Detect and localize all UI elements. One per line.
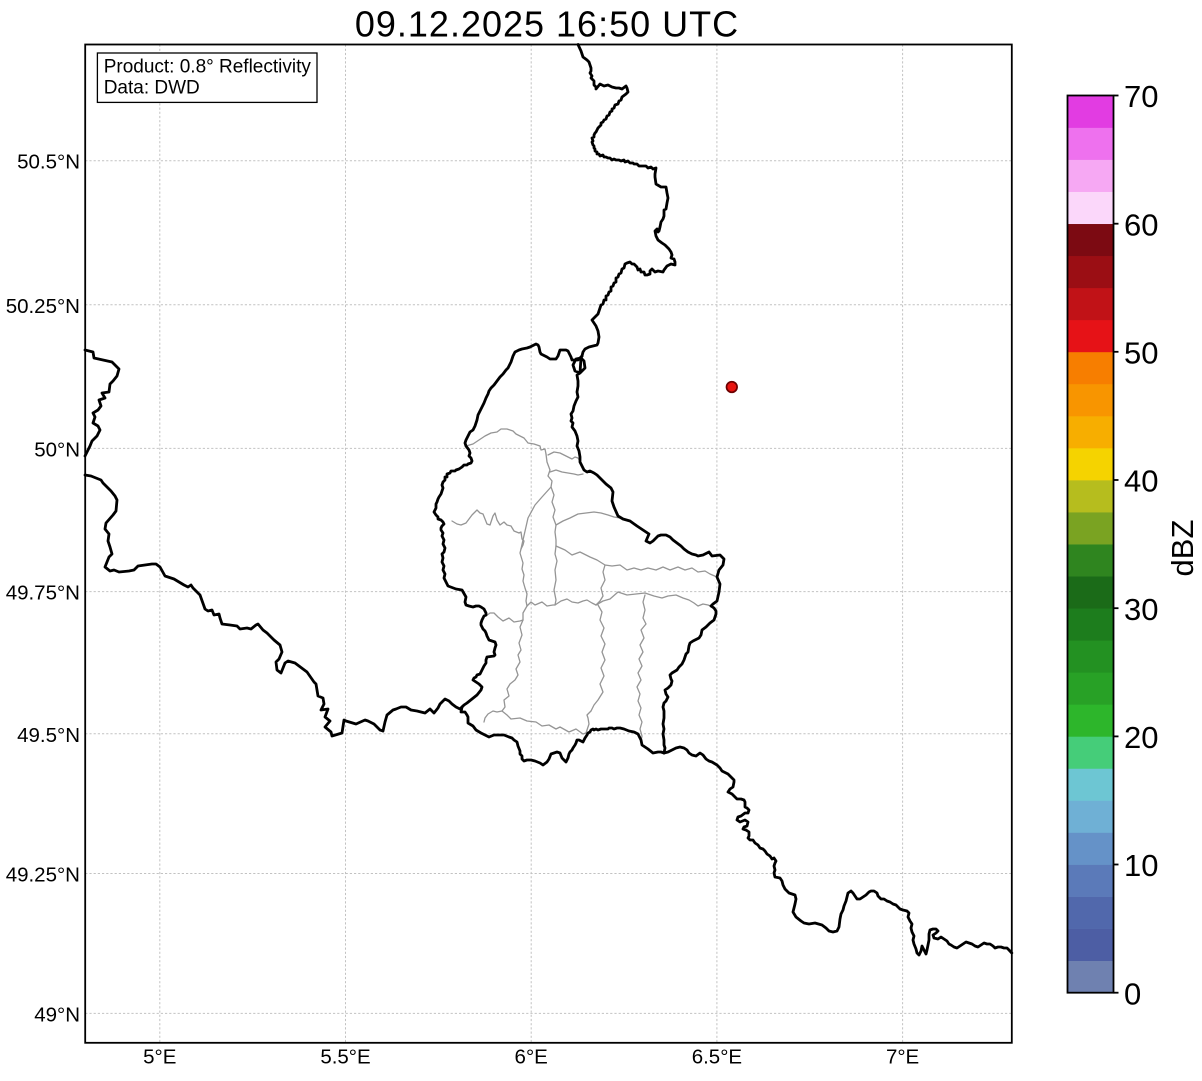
svg-text:6.5°E: 6.5°E <box>692 1045 742 1068</box>
svg-text:5°E: 5°E <box>143 1045 176 1068</box>
svg-text:40: 40 <box>1124 464 1158 499</box>
svg-text:50.5°N: 50.5°N <box>17 151 80 174</box>
svg-text:6°E: 6°E <box>515 1045 548 1068</box>
svg-text:20: 20 <box>1124 720 1158 755</box>
svg-text:50°N: 50°N <box>34 438 80 461</box>
svg-text:50.25°N: 50.25°N <box>6 295 80 318</box>
svg-text:50: 50 <box>1124 335 1158 370</box>
svg-text:Product: 0.8° Reflectivity: Product: 0.8° Reflectivity <box>104 56 312 77</box>
svg-text:5.5°E: 5.5°E <box>320 1045 370 1068</box>
svg-text:70: 70 <box>1124 79 1158 114</box>
svg-text:60: 60 <box>1124 207 1158 242</box>
svg-text:7°E: 7°E <box>886 1045 919 1068</box>
svg-text:10: 10 <box>1124 848 1158 883</box>
svg-text:49.5°N: 49.5°N <box>17 724 80 747</box>
svg-text:49.25°N: 49.25°N <box>6 864 80 887</box>
svg-text:49°N: 49°N <box>34 1003 80 1026</box>
svg-text:09.12.2025 16:50 UTC: 09.12.2025 16:50 UTC <box>355 4 739 45</box>
svg-text:dBZ: dBZ <box>1165 520 1200 577</box>
svg-text:Data: DWD: Data: DWD <box>104 78 200 99</box>
svg-text:49.75°N: 49.75°N <box>6 582 80 605</box>
svg-text:30: 30 <box>1124 592 1158 627</box>
svg-text:0: 0 <box>1124 976 1141 1011</box>
